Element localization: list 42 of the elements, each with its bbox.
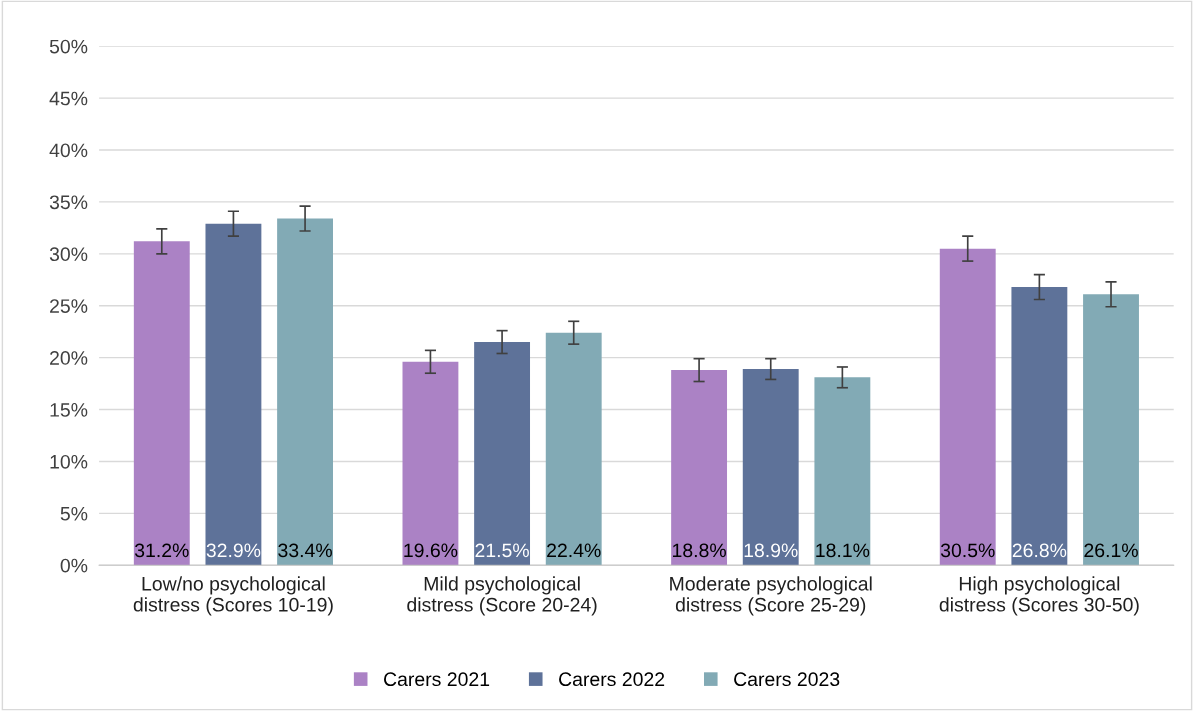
legend-label: Carers 2021: [384, 672, 490, 687]
bar: [1083, 294, 1139, 566]
bar: [939, 248, 996, 566]
bar: [1011, 287, 1068, 566]
y-tick-label: 40%: [49, 143, 88, 158]
y-tick-label: 45%: [49, 91, 88, 106]
data-label: 26.8%: [1012, 543, 1067, 558]
y-tick-label: 25%: [50, 299, 88, 313]
data-label: 30.5%: [940, 543, 995, 558]
y-tick-label: 10%: [50, 454, 88, 469]
x-tick-label: Moderate psychological distress (Score 25-29): [670, 576, 872, 616]
bar: [402, 361, 459, 566]
x-tick-label: Mild psychological distress (Score 20-24): [407, 576, 597, 616]
data-label: 33.4%: [278, 543, 332, 558]
legend-label: Carers 2022: [559, 672, 665, 687]
bar: [133, 241, 190, 566]
data-label: 31.2%: [134, 543, 189, 558]
bar: [671, 370, 728, 566]
y-tick-label: 5%: [60, 506, 88, 521]
y-tick-label: 50%: [49, 39, 88, 54]
legend-label: Carers 2023: [734, 672, 840, 687]
data-label: 21.5%: [475, 543, 529, 558]
bar: [814, 377, 871, 566]
data-label: 18.9%: [744, 543, 798, 558]
x-tick-label: High psychological distress (Scores 30-50): [939, 576, 1139, 616]
bar: [277, 218, 334, 566]
y-tick-label: 35%: [49, 195, 88, 210]
bar: [545, 332, 602, 566]
data-label: 26.1%: [1084, 543, 1138, 558]
data-label: 18.8%: [673, 543, 726, 558]
bar: [474, 342, 531, 566]
y-tick-label: 15%: [50, 403, 88, 417]
bar: [742, 369, 799, 566]
data-label: 18.1%: [816, 543, 870, 558]
y-tick-label: 30%: [49, 247, 88, 262]
data-label: 22.4%: [547, 543, 601, 558]
y-tick-label: 0%: [60, 558, 88, 573]
y-tick-label: 20%: [50, 351, 88, 365]
data-label: 32.9%: [206, 543, 261, 558]
data-label: 19.6%: [404, 543, 458, 558]
bar: [205, 223, 262, 566]
x-tick-label: Low/no psychological distress (Scores 10-19): [133, 576, 333, 616]
